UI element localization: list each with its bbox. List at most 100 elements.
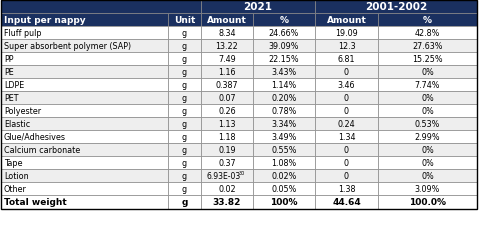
Text: 3.46: 3.46	[338, 81, 355, 90]
Bar	[1, 182, 168, 195]
Text: 0.19: 0.19	[218, 145, 236, 154]
Bar	[168, 105, 201, 117]
Text: Fluff pulp: Fluff pulp	[4, 29, 41, 38]
Text: 44.64: 44.64	[332, 198, 361, 207]
Bar	[168, 79, 201, 92]
Text: Input per nappy: Input per nappy	[4, 16, 85, 25]
Text: g: g	[182, 120, 187, 128]
Text: 42.8%: 42.8%	[415, 29, 440, 38]
Text: g: g	[182, 81, 187, 90]
Text: %: %	[279, 16, 288, 25]
Text: 0%: 0%	[421, 158, 434, 167]
Bar	[315, 79, 378, 92]
Text: 27.63%: 27.63%	[412, 42, 443, 51]
Bar	[1, 195, 168, 209]
Text: 3.43%: 3.43%	[271, 68, 297, 77]
Text: 0.07: 0.07	[218, 94, 236, 103]
Text: Other: Other	[4, 184, 27, 193]
Bar	[1, 53, 168, 66]
Bar	[168, 131, 201, 143]
Bar	[378, 79, 477, 92]
Bar	[315, 143, 378, 156]
Bar	[315, 169, 378, 182]
Bar	[315, 131, 378, 143]
Text: 19.09: 19.09	[335, 29, 358, 38]
Text: g: g	[182, 29, 187, 38]
Text: Elastic: Elastic	[4, 120, 30, 128]
Bar	[378, 92, 477, 105]
Bar	[378, 105, 477, 117]
Text: %: %	[423, 16, 432, 25]
Bar	[315, 156, 378, 169]
Text: LDPE: LDPE	[4, 81, 24, 90]
Text: Amount: Amount	[326, 16, 366, 25]
Bar	[168, 92, 201, 105]
Bar	[168, 169, 201, 182]
Text: 0.26: 0.26	[218, 106, 236, 115]
Text: g: g	[182, 94, 187, 103]
Bar	[201, 1, 315, 14]
Bar	[201, 117, 253, 131]
Bar	[1, 105, 168, 117]
Bar	[378, 40, 477, 53]
Bar	[201, 156, 253, 169]
Text: Super absorbent polymer (SAP): Super absorbent polymer (SAP)	[4, 42, 131, 51]
Text: 22.15%: 22.15%	[269, 55, 300, 64]
Text: 2021: 2021	[243, 3, 273, 12]
Text: 0.20%: 0.20%	[271, 94, 297, 103]
Text: g: g	[182, 145, 187, 154]
Bar	[378, 14, 477, 27]
Bar	[253, 169, 315, 182]
Bar	[201, 40, 253, 53]
Bar	[201, 143, 253, 156]
Bar	[201, 182, 253, 195]
Bar	[201, 66, 253, 79]
Text: 0: 0	[344, 94, 349, 103]
Bar	[1, 66, 168, 79]
Text: 30: 30	[239, 171, 245, 176]
Text: 13.22: 13.22	[216, 42, 239, 51]
Text: g: g	[182, 171, 187, 180]
Bar	[1, 1, 201, 14]
Text: 0%: 0%	[421, 94, 434, 103]
Bar	[201, 14, 253, 27]
Text: 1.18: 1.18	[218, 132, 236, 141]
Text: g: g	[182, 42, 187, 51]
Bar	[315, 105, 378, 117]
Text: 0.24: 0.24	[338, 120, 355, 128]
Bar	[168, 195, 201, 209]
Bar	[253, 195, 315, 209]
Text: PET: PET	[4, 94, 19, 103]
Text: Unit: Unit	[174, 16, 195, 25]
Text: 3.49%: 3.49%	[271, 132, 297, 141]
Bar	[253, 66, 315, 79]
Bar	[1, 14, 168, 27]
Text: g: g	[182, 106, 187, 115]
Text: 0%: 0%	[421, 68, 434, 77]
Text: PE: PE	[4, 68, 14, 77]
Bar	[315, 53, 378, 66]
Bar	[315, 1, 477, 14]
Bar	[1, 131, 168, 143]
Text: 0%: 0%	[421, 106, 434, 115]
Bar	[315, 14, 378, 27]
Bar	[378, 195, 477, 209]
Bar	[253, 105, 315, 117]
Bar	[1, 169, 168, 182]
Bar	[1, 27, 168, 40]
Bar	[168, 182, 201, 195]
Bar	[1, 143, 168, 156]
Bar	[168, 53, 201, 66]
Text: 0: 0	[344, 145, 349, 154]
Text: Total weight: Total weight	[4, 198, 67, 207]
Bar	[1, 40, 168, 53]
Text: 0%: 0%	[421, 145, 434, 154]
Bar	[315, 40, 378, 53]
Text: 0: 0	[344, 106, 349, 115]
Bar	[168, 143, 201, 156]
Bar	[378, 117, 477, 131]
Bar	[201, 79, 253, 92]
Text: 7.74%: 7.74%	[415, 81, 440, 90]
Bar	[378, 143, 477, 156]
Text: 100%: 100%	[270, 198, 298, 207]
